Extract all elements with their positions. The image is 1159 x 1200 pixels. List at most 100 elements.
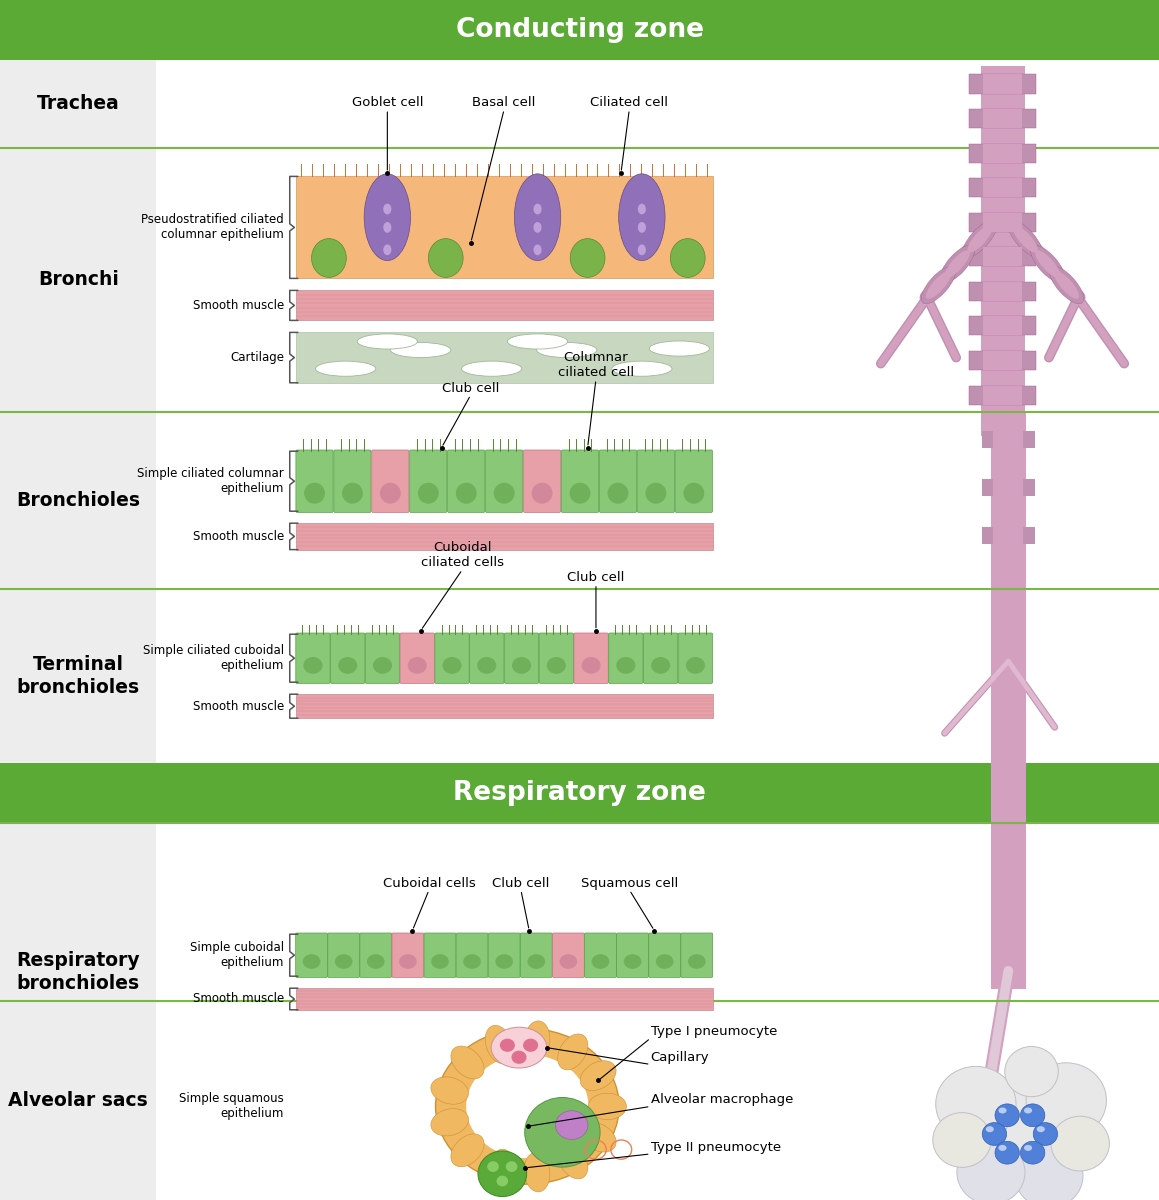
Ellipse shape [921, 266, 956, 304]
Ellipse shape [391, 342, 451, 358]
Text: Columnar
ciliated cell: Columnar ciliated cell [557, 352, 634, 379]
Ellipse shape [1054, 271, 1079, 299]
FancyBboxPatch shape [680, 934, 713, 977]
Text: Cuboidal cells: Cuboidal cells [382, 877, 475, 890]
FancyBboxPatch shape [435, 634, 469, 683]
Ellipse shape [569, 482, 590, 504]
FancyBboxPatch shape [520, 934, 552, 977]
FancyBboxPatch shape [637, 450, 675, 512]
Ellipse shape [637, 222, 646, 233]
Bar [983, 282, 1022, 301]
Ellipse shape [527, 954, 545, 968]
Text: Conducting zone: Conducting zone [455, 17, 704, 43]
Text: Bronchioles: Bronchioles [16, 491, 140, 510]
Bar [156, 148, 1159, 412]
Ellipse shape [496, 1176, 508, 1187]
Bar [0, 60, 156, 148]
Bar [981, 66, 1025, 436]
FancyBboxPatch shape [584, 934, 617, 977]
FancyBboxPatch shape [561, 450, 599, 512]
Ellipse shape [998, 1145, 1006, 1151]
FancyBboxPatch shape [643, 634, 678, 683]
Text: Simple squamous
epithelium: Simple squamous epithelium [180, 1092, 284, 1121]
Bar [969, 247, 1036, 266]
Ellipse shape [533, 204, 541, 215]
Ellipse shape [302, 954, 320, 968]
Ellipse shape [968, 224, 992, 253]
FancyBboxPatch shape [676, 450, 713, 512]
Ellipse shape [373, 658, 392, 673]
FancyBboxPatch shape [334, 450, 371, 512]
Text: Basal cell: Basal cell [473, 96, 535, 109]
Ellipse shape [431, 954, 449, 968]
FancyBboxPatch shape [678, 634, 713, 683]
Ellipse shape [688, 954, 706, 968]
Bar [0, 148, 156, 412]
Text: Squamous cell: Squamous cell [581, 877, 678, 890]
Ellipse shape [617, 658, 635, 673]
Bar [982, 431, 1035, 448]
FancyBboxPatch shape [649, 934, 680, 977]
Bar [969, 144, 1036, 163]
Ellipse shape [455, 482, 476, 504]
Ellipse shape [466, 1055, 589, 1158]
Ellipse shape [637, 245, 646, 256]
Ellipse shape [1035, 250, 1060, 278]
Text: Club cell: Club cell [493, 877, 549, 890]
Ellipse shape [589, 1093, 627, 1120]
Text: Terminal
bronchioles: Terminal bronchioles [16, 655, 140, 697]
Bar [983, 385, 1022, 404]
Text: Alveolar sacs: Alveolar sacs [8, 1091, 148, 1110]
Ellipse shape [998, 1108, 1006, 1114]
Bar [983, 178, 1022, 197]
Ellipse shape [357, 334, 417, 349]
Bar [969, 109, 1036, 128]
FancyBboxPatch shape [608, 634, 643, 683]
Ellipse shape [380, 482, 401, 504]
Ellipse shape [957, 1140, 1025, 1200]
Bar [0, 763, 1159, 823]
Ellipse shape [491, 1027, 547, 1068]
FancyBboxPatch shape [365, 634, 400, 683]
Ellipse shape [478, 1151, 526, 1196]
Bar [296, 290, 713, 320]
Bar [969, 350, 1036, 370]
Ellipse shape [670, 239, 705, 277]
FancyBboxPatch shape [359, 934, 392, 977]
Ellipse shape [537, 342, 597, 358]
Ellipse shape [494, 482, 515, 504]
Ellipse shape [533, 222, 541, 233]
Bar [0, 0, 1159, 60]
Ellipse shape [945, 250, 970, 278]
Ellipse shape [1034, 1123, 1058, 1145]
Ellipse shape [495, 954, 513, 968]
Ellipse shape [1051, 1116, 1109, 1171]
Ellipse shape [1049, 266, 1084, 304]
Ellipse shape [1026, 1063, 1107, 1138]
Ellipse shape [384, 204, 392, 215]
Ellipse shape [512, 658, 531, 673]
Text: Simple ciliated columnar
epithelium: Simple ciliated columnar epithelium [137, 467, 284, 496]
Bar [983, 74, 1022, 94]
Ellipse shape [570, 239, 605, 277]
Ellipse shape [524, 1152, 549, 1192]
Bar [993, 431, 1023, 448]
Ellipse shape [612, 361, 672, 377]
Text: Smooth muscle: Smooth muscle [192, 299, 284, 312]
Ellipse shape [963, 220, 997, 258]
Ellipse shape [1008, 220, 1042, 258]
Text: Cuboidal
ciliated cells: Cuboidal ciliated cells [421, 541, 504, 569]
Text: Club cell: Club cell [442, 382, 500, 395]
Bar [969, 317, 1036, 336]
Ellipse shape [1030, 245, 1065, 283]
Ellipse shape [996, 1104, 1020, 1127]
Ellipse shape [443, 658, 461, 673]
Text: Respiratory zone: Respiratory zone [453, 780, 706, 806]
Text: Simple cuboidal
epithelium: Simple cuboidal epithelium [190, 941, 284, 970]
Ellipse shape [935, 1067, 1016, 1141]
Ellipse shape [940, 245, 975, 283]
Bar [296, 523, 713, 550]
Ellipse shape [436, 1028, 619, 1184]
Bar [156, 823, 1159, 1001]
FancyBboxPatch shape [553, 934, 584, 977]
